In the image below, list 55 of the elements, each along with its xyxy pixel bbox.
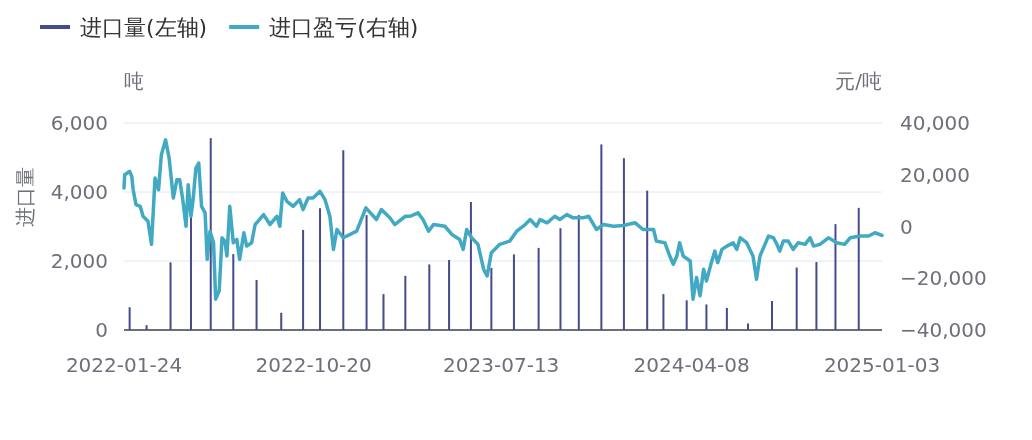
bar — [469, 202, 472, 330]
bar — [169, 262, 172, 330]
bar — [725, 307, 728, 330]
bar — [857, 207, 860, 330]
text: 吨 — [124, 69, 144, 93]
bar — [382, 294, 385, 330]
bar — [622, 158, 625, 330]
bar — [600, 144, 603, 330]
y-tick-label: 0 — [95, 318, 108, 342]
bar — [280, 312, 283, 330]
y-tick-label: 4,000 — [50, 180, 108, 204]
bar — [512, 254, 515, 330]
bar — [128, 307, 131, 330]
bar — [319, 208, 322, 330]
bar — [662, 294, 665, 330]
bar — [404, 275, 407, 330]
bar — [577, 215, 580, 330]
bar — [255, 279, 258, 330]
y-tick-label: 2,000 — [50, 249, 108, 273]
bar — [189, 216, 192, 330]
bar — [428, 264, 431, 330]
x-tick-label: 2025-01-03 — [823, 353, 941, 377]
bar — [559, 228, 562, 330]
bar — [365, 215, 368, 330]
x-tick-label: 2023-07-13 — [443, 353, 560, 377]
bar — [834, 224, 837, 330]
bar — [685, 300, 688, 330]
y2-tick-label: −40,000 — [900, 318, 987, 342]
bar — [815, 262, 818, 330]
y2-tick-label: 20,000 — [900, 162, 970, 187]
bar — [705, 304, 708, 330]
legend-label: 进口盈亏(右轴) — [269, 15, 419, 40]
bar — [646, 190, 649, 330]
bar — [209, 138, 212, 330]
line-series — [122, 138, 884, 301]
x-tick-label: 2022-10-20 — [255, 353, 372, 377]
x-tick-label: 2024-04-08 — [633, 353, 750, 377]
bar — [537, 247, 540, 330]
y2-tick-label: −20,000 — [900, 266, 987, 291]
bar — [795, 267, 798, 330]
y-tick-label: 6,000 — [50, 111, 108, 135]
y2-tick-label: 40,000 — [900, 111, 970, 135]
bar — [342, 150, 345, 330]
bar — [771, 301, 773, 330]
x-tick-label: 2022-01-24 — [65, 353, 183, 377]
y2-axis-title: 元/吨 — [835, 69, 882, 93]
legend-label: 进口量(左轴) — [80, 15, 208, 40]
bar — [490, 267, 493, 330]
bar — [448, 259, 451, 330]
bar — [302, 229, 305, 330]
y-axis-title: 进口量 — [13, 166, 37, 227]
bar — [747, 323, 750, 330]
bar — [145, 325, 148, 330]
bar — [232, 254, 235, 330]
y2-tick-label: 0 — [900, 214, 913, 239]
